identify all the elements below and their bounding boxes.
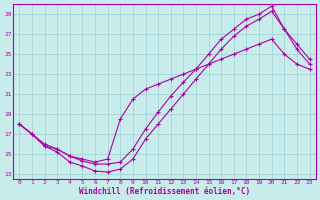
X-axis label: Windchill (Refroidissement éolien,°C): Windchill (Refroidissement éolien,°C) [79,187,250,196]
